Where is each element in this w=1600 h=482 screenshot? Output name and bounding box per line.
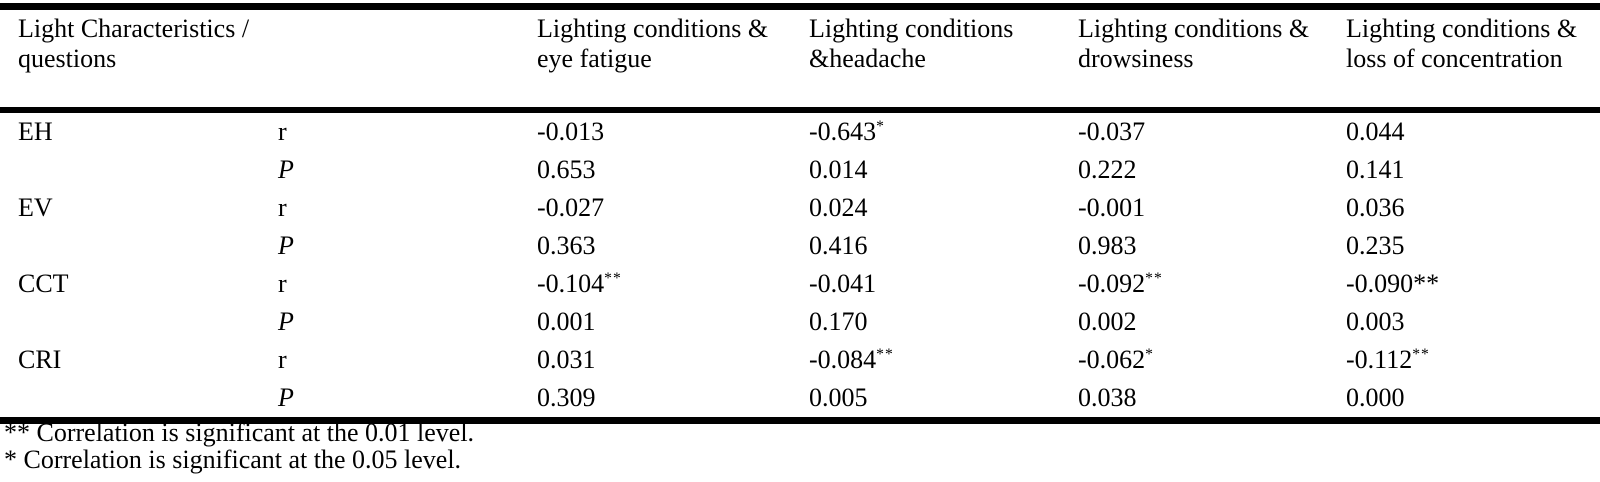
stat-label-cell: r [278,193,287,222]
significance-marker: ** [1145,270,1163,288]
column-header-statistic [278,10,537,113]
table-row: CCT r -0.104** -0.041 -0.092** -0.090** [0,265,1600,303]
column-header-line: Lighting conditions [809,14,1014,43]
stat-label-cell: P [278,383,294,412]
column-header-line: eye fatigue [537,44,652,73]
value-cell: 0.031 [537,345,596,374]
value-cell: -0.090** [1346,269,1440,298]
table-row: EV r -0.027 0.024 -0.001 0.036 [0,189,1600,227]
significance-marker: * [1145,346,1154,364]
value-cell: 0.014 [809,155,868,184]
characteristic-cell: EH [18,117,53,146]
characteristic-cell [0,303,278,341]
footnote: ** Correlation is significant at the 0.0… [4,418,475,447]
value-cell: -0.013 [537,117,605,146]
value-cell: -0.092** [1078,269,1163,298]
stat-label-cell: r [278,345,287,374]
column-header-line: &headache [809,44,926,73]
column-header-eye-fatigue: Lighting conditions & eye fatigue [537,10,809,113]
value-cell: -0.027 [537,193,605,222]
value-cell: -0.084** [809,345,894,374]
value-cell: -0.112** [1346,345,1430,374]
value-cell: -0.041 [809,269,877,298]
value-cell: 0.038 [1078,383,1137,412]
footnote: * Correlation is significant at the 0.05… [4,445,462,474]
value-cell: 0.044 [1346,117,1405,146]
table-row: P 0.363 0.416 0.983 0.235 [0,227,1600,265]
value-cell: 0.363 [537,231,596,260]
value-cell: 0.036 [1346,193,1405,222]
column-header-line: Light Characteristics / [18,14,250,43]
value-cell: -0.104** [537,269,622,298]
column-header-line: Lighting conditions & [1346,14,1578,43]
table-footnotes: ** Correlation is significant at the 0.0… [4,419,474,473]
correlation-table: Light Characteristics / questions Lighting… [0,10,1600,424]
table-row: P 0.653 0.014 0.222 0.141 [0,151,1600,189]
value-cell: -0.062* [1078,345,1154,374]
table-body: EH r -0.013 -0.643* -0.037 0.044 P 0.653 0.014 0.… [0,110,1600,421]
stat-label-cell: r [278,269,287,298]
column-header-headache: Lighting conditions &headache [809,10,1078,113]
characteristic-cell: CRI [18,345,62,374]
value-cell: 0.003 [1346,307,1405,336]
value-cell: 0.001 [537,307,596,336]
table-header: Light Characteristics / questions Lighting… [0,10,1600,113]
characteristic-cell: CCT [18,269,69,298]
value-cell: 0.000 [1346,383,1405,412]
value-cell: 0.002 [1078,307,1137,336]
value-cell: 0.309 [537,383,596,412]
column-header-line: questions [18,44,117,73]
characteristic-cell [0,227,278,265]
value-cell: 0.170 [809,307,868,336]
value-cell: 0.024 [809,193,868,222]
value-cell: 0.005 [809,383,868,412]
table-top-rule [0,3,1600,10]
column-header-drowsiness: Lighting conditions & drowsiness [1078,10,1346,113]
column-header-line: loss of concentration [1346,44,1563,73]
characteristic-cell [0,379,278,421]
value-cell: 0.653 [537,155,596,184]
characteristic-cell [0,151,278,189]
table-header-row: Light Characteristics / questions Lighting… [0,10,1600,113]
table-row: P 0.309 0.005 0.038 0.000 [0,379,1600,421]
value-cell: -0.001 [1078,193,1146,222]
table-row: P 0.001 0.170 0.002 0.003 [0,303,1600,341]
significance-marker: ** [1412,346,1430,364]
column-header-loss-of-concentration: Lighting conditions & loss of concentrati… [1346,10,1600,113]
column-header-light-characteristics: Light Characteristics / questions [0,10,278,113]
column-header-line: Lighting conditions & [1078,14,1310,43]
value-cell: 0.235 [1346,231,1405,260]
stat-label-cell: P [278,155,294,184]
stat-label-cell: r [278,117,287,146]
column-header-line: Lighting conditions & [537,14,769,43]
value-cell: 0.222 [1078,155,1137,184]
significance-marker: * [876,118,885,136]
column-header-line: drowsiness [1078,44,1194,73]
stat-label-cell: P [278,307,294,336]
significance-marker: ** [876,346,894,364]
significance-marker: ** [604,270,622,288]
value-cell: 0.141 [1346,155,1405,184]
value-cell: 0.416 [809,231,868,260]
value-cell: -0.037 [1078,117,1146,146]
value-cell: -0.643* [809,117,885,146]
characteristic-cell: EV [18,193,53,222]
value-cell: 0.983 [1078,231,1137,260]
table-row: EH r -0.013 -0.643* -0.037 0.044 [0,110,1600,151]
stat-label-cell: P [278,231,294,260]
table-row: CRI r 0.031 -0.084** -0.062* -0.112** [0,341,1600,379]
